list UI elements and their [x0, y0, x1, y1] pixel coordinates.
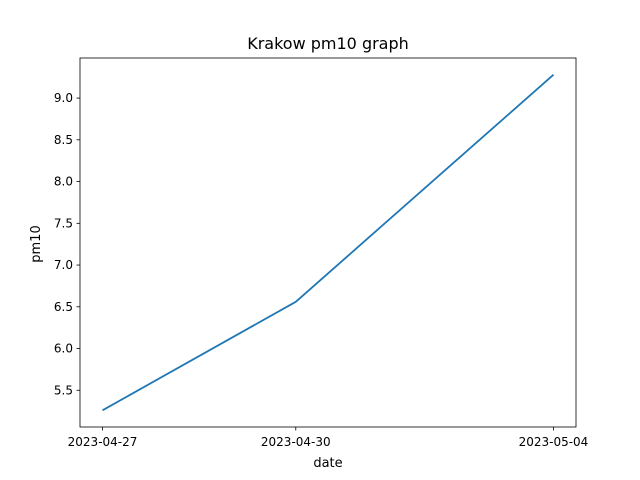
chart-title: Krakow pm10 graph — [247, 34, 409, 53]
y-tick-label: 6.5 — [54, 300, 73, 314]
y-tick-label: 5.5 — [54, 383, 73, 397]
series-line — [102, 74, 555, 412]
x-axis-label: date — [313, 456, 342, 471]
y-tick-label: 7.5 — [54, 216, 73, 230]
y-axis-label: pm10 — [29, 225, 44, 262]
x-tick-label: 2023-04-27 — [68, 435, 138, 449]
x-tick-label: 2023-04-30 — [261, 435, 331, 449]
plot-frame — [79, 57, 577, 428]
y-tick-label: 7.0 — [54, 258, 73, 272]
y-tick-label: 6.0 — [54, 342, 73, 356]
plot-area: 5.5 6.0 6.5 7.0 7.5 8.0 8.5 9.0 2023-04-27 2023-0… — [54, 57, 589, 449]
y-tick-label: 8.0 — [54, 175, 73, 189]
x-tick-label: 2023-05-04 — [519, 435, 589, 449]
y-tick-label: 9.0 — [54, 91, 73, 105]
y-tick-label: 8.5 — [54, 133, 73, 147]
